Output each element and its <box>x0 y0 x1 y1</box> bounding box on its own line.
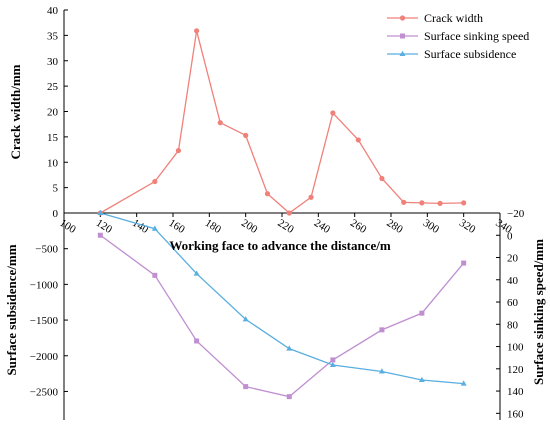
data-point-crack-width <box>461 200 467 206</box>
data-point-crack-width <box>401 199 407 205</box>
series-line-crack-width <box>100 30 464 214</box>
data-point-surface-sinking-speed <box>97 232 103 238</box>
data-point-crack-width <box>419 200 425 206</box>
x-tick-label: 240 <box>312 217 333 236</box>
legend-label-surface-sinking-speed: Surface sinking speed <box>424 29 529 43</box>
x-tick-label: 100 <box>57 217 78 236</box>
data-point-surface-subsidence <box>151 225 158 231</box>
top-y-tick-label: 30 <box>47 56 59 68</box>
bottom-right-y-tick-label: −20 <box>507 208 525 220</box>
bottom-left-y-ticks: −2500 −2000 −1500 −1000 −500 <box>30 244 68 398</box>
top-y-tick-label: 10 <box>47 157 59 169</box>
bottom-right-y-tick-label: 60 <box>507 297 519 309</box>
data-point-surface-sinking-speed <box>243 384 249 390</box>
data-point-surface-subsidence <box>193 270 200 276</box>
top-y-tick-label: 5 <box>53 183 59 195</box>
data-point-crack-width <box>379 175 385 182</box>
x-tick-label: 200 <box>239 217 260 236</box>
data-point-surface-subsidence <box>378 368 385 374</box>
series-surface-sinking-speed <box>97 232 467 400</box>
data-point-surface-sinking-speed <box>461 260 467 266</box>
data-point-crack-width <box>355 137 361 143</box>
bottom-right-y-tick-label: 80 <box>507 319 519 331</box>
top-y-tick-label: 15 <box>47 132 59 144</box>
series-line-surface-sinking-speed <box>99 234 465 398</box>
top-y-tick-label: 0 <box>53 208 59 220</box>
bottom-right-y-ticks: −20 0 20 40 60 80 100 120 140 160 <box>496 208 525 420</box>
top-y-tick-label: 35 <box>47 30 59 42</box>
bottom-left-y-tick-label: −2000 <box>30 351 59 363</box>
top-y-tick-label: 40 <box>47 5 59 17</box>
bottom-right-y-tick-label: 40 <box>507 275 519 287</box>
legend-item-crack-width: Crack width <box>387 11 483 25</box>
data-point-crack-width <box>217 120 223 126</box>
bottom-right-y-tick-label: 160 <box>507 408 524 420</box>
legend-item-surface-sinking-speed: Surface sinking speed <box>387 29 529 43</box>
bottom-left-y-tick-label: −2500 <box>30 386 59 398</box>
x-axis-title: Working face to advance the distance/m <box>169 238 391 253</box>
data-point-surface-subsidence <box>329 361 336 368</box>
bottom-right-y-axis-title: Surface sinking speed/mm <box>531 239 546 385</box>
data-point-surface-sinking-speed <box>194 338 200 344</box>
data-point-crack-width <box>286 210 292 216</box>
bottom-left-y-tick-label: −1500 <box>30 315 59 327</box>
data-point-surface-subsidence <box>242 316 249 322</box>
data-point-crack-width <box>437 200 443 206</box>
legend-item-surface-subsidence: Surface subsidence <box>387 47 516 61</box>
bottom-right-y-tick-label: 100 <box>507 342 524 354</box>
legend-label-surface-subsidence: Surface subsidence <box>424 47 516 61</box>
data-point-crack-width <box>175 147 182 154</box>
data-point-surface-sinking-speed <box>330 357 336 363</box>
bottom-right-y-tick-label: 0 <box>507 230 513 242</box>
data-point-surface-subsidence <box>286 345 293 351</box>
legend-label-crack-width: Crack width <box>424 11 483 25</box>
x-tick-label: 160 <box>166 217 187 236</box>
top-y-tick-label: 20 <box>47 107 59 119</box>
bottom-right-y-tick-label: 140 <box>507 386 524 398</box>
data-point-crack-width <box>264 191 271 197</box>
x-tick-label: 280 <box>384 217 405 236</box>
x-tick-label: 180 <box>203 217 224 236</box>
data-point-surface-sinking-speed <box>379 327 385 333</box>
data-point-surface-sinking-speed <box>152 272 158 278</box>
top-y-axis-title: Crack width/mm <box>8 64 23 159</box>
data-point-crack-width <box>152 178 158 185</box>
x-ticks: 100 120 140 160 180 200 220 240 260 280 300 320 340 <box>57 213 514 236</box>
data-point-surface-subsidence <box>460 380 467 386</box>
x-tick-label: 220 <box>275 217 296 236</box>
data-point-surface-sinking-speed <box>419 310 425 316</box>
data-point-surface-subsidence <box>97 209 104 215</box>
data-point-surface-sinking-speed <box>286 394 292 400</box>
data-point-crack-width <box>308 194 314 200</box>
bottom-left-y-axis-title: Surface subsidence/mm <box>4 244 19 375</box>
data-point-crack-width <box>330 110 336 116</box>
bottom-right-y-tick-label: 120 <box>507 364 524 376</box>
top-y-tick-label: 25 <box>47 81 59 93</box>
bottom-left-y-tick-label: −500 <box>35 244 58 256</box>
bottom-left-y-tick-label: −1000 <box>30 279 59 291</box>
top-y-ticks: 0 5 10 15 20 25 30 35 40 <box>47 5 68 220</box>
x-tick-label: 260 <box>348 217 369 236</box>
data-point-crack-width <box>243 132 249 138</box>
x-tick-label: 320 <box>457 217 478 236</box>
data-point-crack-width <box>194 28 200 34</box>
series-surface-subsidence <box>97 209 467 386</box>
legend: Crack width Surface sinking speed Surfac… <box>387 11 529 61</box>
x-tick-label: 120 <box>94 217 115 236</box>
data-point-surface-subsidence <box>418 376 425 383</box>
bottom-right-y-tick-label: 20 <box>507 253 519 265</box>
x-tick-label: 300 <box>421 217 442 236</box>
series-crack-width <box>97 28 467 216</box>
series-layer <box>97 28 467 400</box>
